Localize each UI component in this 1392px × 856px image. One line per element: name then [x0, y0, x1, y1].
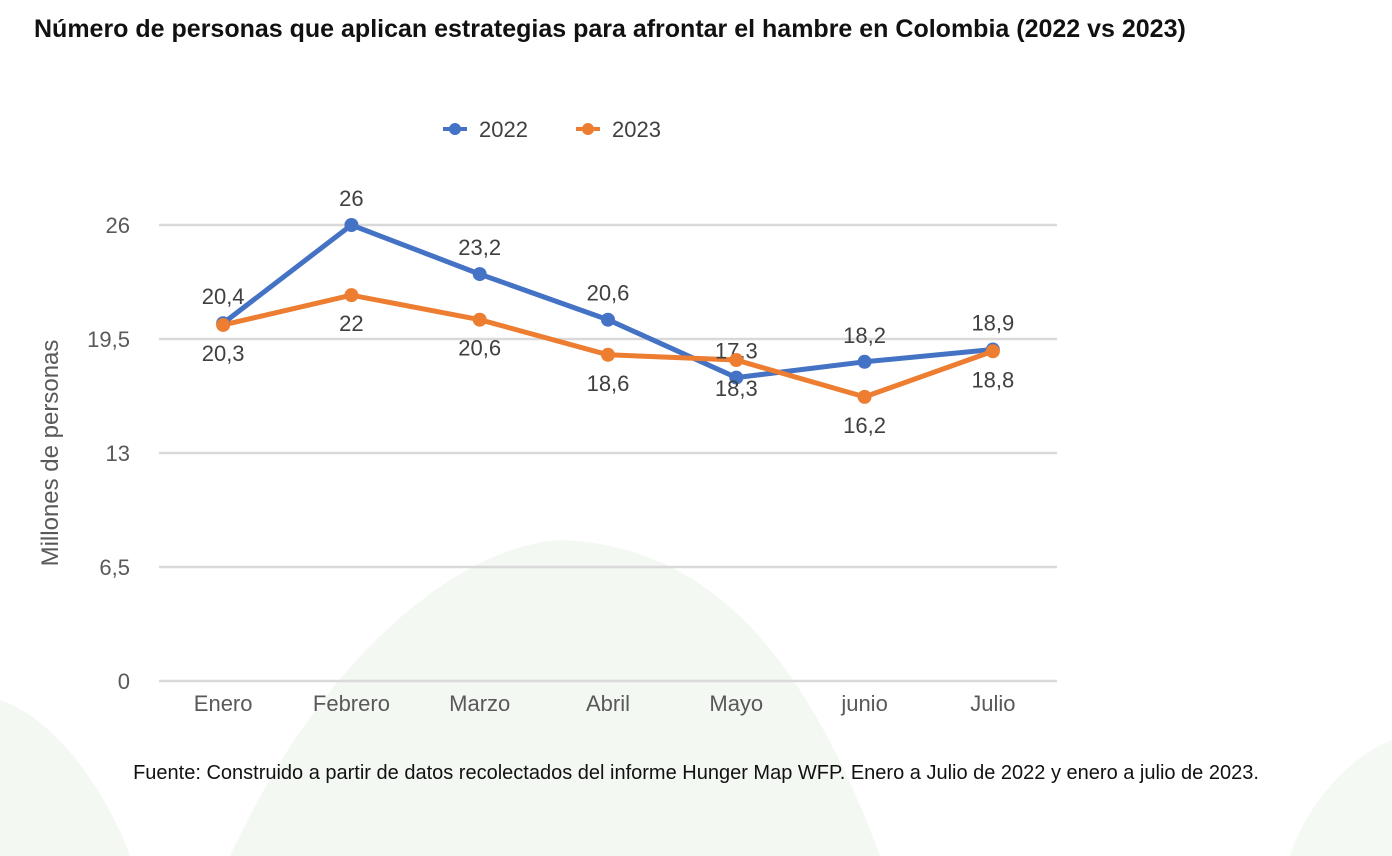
data-label-2023: 18,6 — [587, 371, 630, 396]
data-label-2023: 20,6 — [458, 336, 501, 361]
y-tick-label: 26 — [106, 213, 130, 238]
x-tick-label: Marzo — [449, 691, 510, 716]
data-label-2022: 20,4 — [202, 284, 245, 309]
x-tick-label: Mayo — [709, 691, 763, 716]
data-point-2023 — [857, 389, 872, 404]
data-point-2022 — [729, 370, 744, 385]
data-label-2023: 18,3 — [715, 376, 758, 401]
data-point-2022 — [857, 354, 872, 369]
y-tick-label: 0 — [118, 669, 130, 694]
source-note: Fuente: Construido a partir de datos rec… — [133, 762, 1259, 784]
data-point-2023 — [729, 353, 744, 368]
data-label-2022: 18,2 — [843, 323, 886, 348]
data-label-2023: 18,8 — [971, 367, 1014, 392]
chart-title: Número de personas que aplican estrategi… — [34, 15, 1186, 43]
x-tick-label: Abril — [586, 691, 630, 716]
y-tick-label: 6,5 — [99, 555, 130, 580]
data-point-2022 — [601, 312, 615, 327]
data-point-2022 — [472, 267, 487, 282]
data-label-2022: 20,6 — [587, 281, 630, 306]
y-axis-label: Millones de personas — [37, 340, 64, 567]
data-point-2023 — [216, 317, 231, 332]
data-label-2022: 18,9 — [971, 311, 1014, 336]
data-point-2022 — [344, 218, 359, 232]
x-tick-label: Enero — [194, 691, 253, 716]
data-point-2023 — [344, 288, 359, 303]
x-tick-label: Julio — [970, 691, 1015, 716]
data-point-2023 — [985, 344, 1000, 359]
legend-label: 2022 — [479, 117, 528, 142]
legend-label: 2023 — [612, 117, 661, 142]
legend-marker-2022 — [449, 123, 461, 135]
x-tick-label: Febrero — [313, 691, 390, 716]
data-label-2023: 16,2 — [843, 413, 886, 438]
data-point-2023 — [472, 312, 487, 327]
data-label-2023: 20,3 — [202, 341, 245, 366]
legend-marker-2023 — [582, 123, 594, 135]
data-label-2023: 22 — [339, 311, 363, 336]
data-point-2023 — [601, 347, 615, 362]
y-tick-label: 19,5 — [87, 327, 130, 352]
data-label-2022: 26 — [339, 186, 363, 211]
x-tick-label: junio — [840, 691, 887, 716]
y-tick-label: 13 — [106, 441, 130, 466]
data-label-2022: 23,2 — [458, 235, 501, 260]
